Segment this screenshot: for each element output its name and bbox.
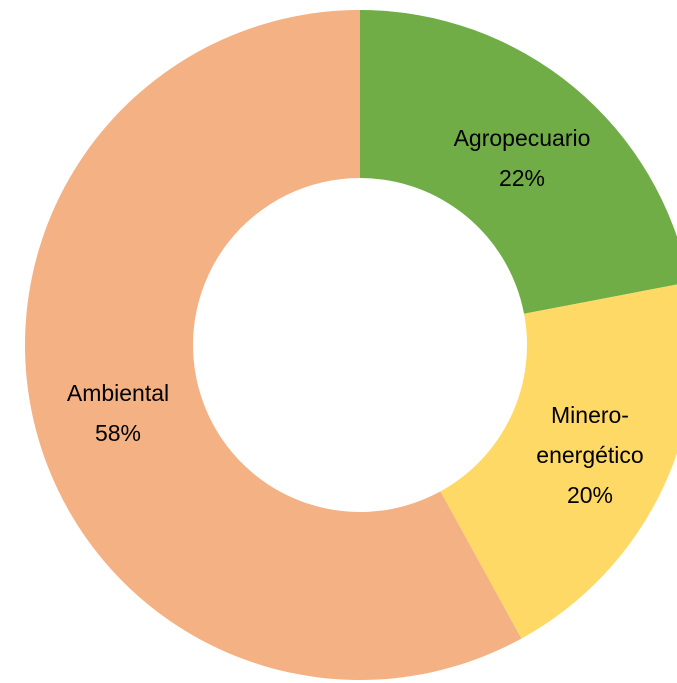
category-label: Ambiental: [66, 380, 170, 406]
value-label: 20%: [566, 482, 614, 508]
category-label: Minero- energético: [536, 402, 644, 468]
donut-slice: [440, 284, 677, 639]
category-label: Agropecuario: [453, 125, 591, 151]
slice-label: Minero- energético 20%: [536, 395, 643, 515]
donut-slice: [360, 10, 677, 314]
value-label: 22%: [498, 165, 546, 191]
donut-slice: [24, 10, 522, 680]
value-label: 58%: [94, 420, 142, 446]
slice-label: Ambiental 58%: [67, 373, 169, 453]
slice-label: Agropecuario 22%: [454, 118, 591, 198]
